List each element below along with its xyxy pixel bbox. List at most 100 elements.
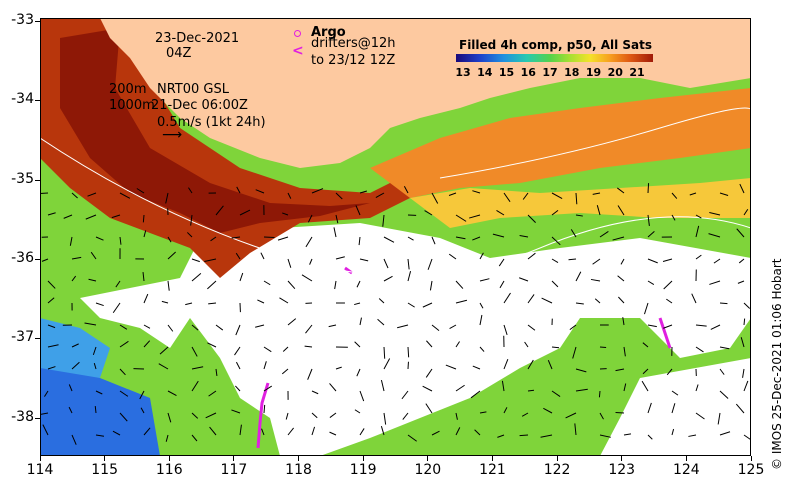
current-vector-arrow [335, 256, 345, 260]
x-tick-mark [491, 456, 493, 461]
x-tick-label: 115 [91, 462, 118, 478]
current-vector-arrow [215, 324, 224, 331]
x-tick-mark [233, 456, 235, 461]
current-vector-arrow [71, 275, 77, 282]
current-vector-arrow [71, 256, 82, 260]
sst-field [40, 18, 751, 456]
current-vector-arrow [647, 258, 658, 264]
current-vector-arrow [191, 412, 199, 419]
x-tick-mark [621, 456, 623, 461]
colorbar-title: Filled 4h comp, p50, All Sats [459, 38, 653, 52]
current-vector-arrow [455, 341, 460, 348]
current-vector-arrow [519, 277, 529, 282]
current-vector-arrow [503, 292, 511, 304]
current-vector-arrow [695, 324, 707, 327]
current-vector-arrow [190, 214, 193, 226]
current-vector-arrow [671, 214, 676, 221]
x-tick-mark [427, 456, 429, 461]
current-vector-arrow [204, 258, 217, 262]
current-vector-arrow [647, 280, 655, 285]
current-vector-arrow [282, 346, 289, 352]
current-vector-arrow [479, 314, 483, 326]
y-tick-mark [35, 21, 40, 22]
current-vector-arrow [354, 409, 361, 414]
current-vector-arrow [623, 346, 626, 357]
current-vector-arrow [401, 390, 409, 400]
current-vector-arrow [498, 258, 505, 267]
y-tick-mark [35, 338, 40, 339]
current-vector-arrow [479, 346, 485, 352]
current-vector-arrow [615, 411, 625, 414]
current-vector-arrow [334, 280, 337, 290]
current-vector-arrow [431, 236, 436, 245]
current-vector-arrow [261, 428, 265, 436]
current-vector-arrow [143, 340, 151, 348]
current-vector-arrow [691, 293, 697, 304]
current-vector-arrow [565, 412, 577, 419]
x-tick-label: 121 [479, 462, 506, 478]
credit-text: © IMOS 25-Dec-2021 01:06 Hobart [770, 258, 784, 470]
current-vector-arrow [431, 430, 440, 436]
current-vector-arrow [708, 233, 721, 238]
contour-line-2 [439, 107, 751, 179]
current-vector-arrow [287, 258, 292, 268]
current-vector-arrow [71, 434, 77, 445]
current-vector-arrow [136, 188, 145, 194]
current-vector-arrow [472, 365, 481, 370]
current-vector-arrow [255, 324, 265, 328]
altimetry-label: NRT00 GSL [157, 82, 229, 97]
current-vector-arrow [709, 211, 721, 216]
current-vector-arrow [620, 258, 625, 265]
current-vector-arrow [743, 302, 751, 309]
current-vector-arrow [737, 280, 745, 284]
current-vector-arrow [119, 324, 128, 330]
current-vector-arrow [618, 296, 625, 304]
current-vector-arrow [68, 406, 73, 414]
current-vector-arrow [592, 258, 601, 265]
current-vector-arrow [71, 192, 78, 199]
current-vector-arrow [71, 343, 79, 348]
y-tick-label: -37 [11, 329, 34, 345]
current-vector-arrow [426, 340, 433, 348]
current-vector-arrow [235, 361, 241, 370]
current-vector-arrow [234, 346, 241, 356]
current-vector-arrow [615, 368, 625, 372]
current-vector-arrow [472, 236, 481, 241]
current-vector-arrow [527, 214, 536, 223]
current-vector-arrow [492, 233, 505, 238]
current-vector-arrow [455, 299, 468, 304]
x-tick-mark [298, 456, 300, 461]
current-vector-arrow [599, 434, 611, 438]
current-vector-arrow [647, 231, 655, 238]
current-vector-arrow [191, 346, 198, 357]
current-vector-arrow [519, 235, 529, 238]
current-vector-arrow [47, 344, 59, 348]
current-vector-arrow [736, 228, 745, 238]
current-vector-arrow [710, 324, 721, 330]
y-tick-label: -33 [11, 12, 34, 28]
current-vector-arrow [375, 192, 385, 198]
current-vector-arrow [87, 192, 97, 197]
current-vector-arrow [479, 302, 484, 309]
current-vector-arrow [503, 192, 511, 203]
current-vector-arrow [455, 427, 461, 436]
current-vector-arrow [642, 342, 649, 348]
current-vector-arrow [167, 412, 172, 423]
current-vector-arrow [407, 302, 415, 308]
current-vector-arrow [527, 359, 534, 370]
cold-water [40, 358, 160, 456]
current-vector-arrow [612, 236, 625, 241]
current-vector-arrow [208, 390, 217, 397]
current-vector-arrow [519, 434, 529, 437]
current-vector-arrow [695, 214, 702, 219]
sst-map [40, 18, 751, 456]
current-vector-arrow [622, 317, 625, 326]
current-vector-arrow [695, 384, 699, 392]
current-vector-arrow [92, 346, 97, 356]
current-vector-arrow [527, 324, 536, 331]
current-vector-arrow [616, 187, 625, 194]
current-vector-arrow [377, 318, 385, 326]
current-vector-arrow [257, 299, 265, 304]
current-vector-arrow [239, 209, 251, 216]
current-vector-arrow [422, 385, 433, 392]
